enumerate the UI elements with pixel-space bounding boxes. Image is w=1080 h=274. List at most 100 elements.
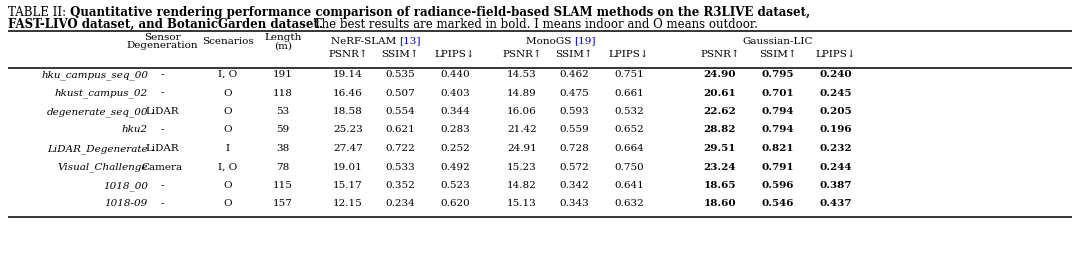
Text: 0.791: 0.791: [761, 162, 794, 172]
Text: 23.24: 23.24: [704, 162, 737, 172]
Text: I: I: [226, 144, 230, 153]
Text: LiDAR_Degenerate: LiDAR_Degenerate: [48, 144, 148, 154]
Text: LPIPS↓: LPIPS↓: [815, 50, 856, 59]
Text: LiDAR: LiDAR: [145, 144, 179, 153]
Text: 24.90: 24.90: [704, 70, 737, 79]
Text: O: O: [224, 125, 232, 135]
Text: O: O: [224, 89, 232, 98]
Text: 27.47: 27.47: [333, 144, 363, 153]
Text: Degeneration: Degeneration: [126, 41, 198, 50]
Text: LPIPS↓: LPIPS↓: [609, 50, 649, 59]
Text: 0.652: 0.652: [615, 125, 644, 135]
Text: hku2: hku2: [122, 125, 148, 135]
Text: 14.53: 14.53: [508, 70, 537, 79]
Text: 0.701: 0.701: [761, 89, 795, 98]
Text: 38: 38: [276, 144, 289, 153]
Text: 16.46: 16.46: [333, 89, 363, 98]
Text: 59: 59: [276, 125, 289, 135]
Text: I, O: I, O: [218, 162, 238, 172]
Text: 0.821: 0.821: [761, 144, 794, 153]
Text: 0.722: 0.722: [386, 144, 415, 153]
Text: 14.89: 14.89: [508, 89, 537, 98]
Text: Scenarios: Scenarios: [202, 36, 254, 45]
Text: 0.492: 0.492: [441, 162, 470, 172]
Text: 78: 78: [276, 162, 289, 172]
Text: 25.23: 25.23: [333, 125, 363, 135]
Text: The best results are marked in bold. I means indoor and O means outdoor.: The best results are marked in bold. I m…: [310, 18, 758, 31]
Text: O: O: [224, 199, 232, 209]
Text: SSIM↑: SSIM↑: [555, 50, 593, 59]
Text: 0.794: 0.794: [761, 125, 794, 135]
Text: 0.343: 0.343: [559, 199, 589, 209]
Text: 19.01: 19.01: [333, 162, 363, 172]
Text: 157: 157: [273, 199, 293, 209]
Text: 0.344: 0.344: [441, 107, 470, 116]
Text: 0.523: 0.523: [441, 181, 470, 190]
Text: 0.596: 0.596: [761, 181, 794, 190]
Text: -: -: [160, 181, 164, 190]
Text: 0.440: 0.440: [441, 70, 470, 79]
Text: MonoGS: MonoGS: [526, 36, 575, 45]
Text: 0.794: 0.794: [761, 107, 794, 116]
Text: 0.795: 0.795: [761, 70, 794, 79]
Text: FAST-LIVO dataset, and BotanicGarden dataset.: FAST-LIVO dataset, and BotanicGarden dat…: [8, 18, 323, 31]
Text: 0.283: 0.283: [441, 125, 470, 135]
Text: 19.14: 19.14: [333, 70, 363, 79]
Text: 20.61: 20.61: [704, 89, 737, 98]
Text: 0.621: 0.621: [386, 125, 415, 135]
Text: 0.546: 0.546: [761, 199, 794, 209]
Text: 0.532: 0.532: [615, 107, 644, 116]
Text: 1018-09: 1018-09: [105, 199, 148, 209]
Text: 0.641: 0.641: [615, 181, 644, 190]
Text: SSIM↑: SSIM↑: [759, 50, 797, 59]
Text: TABLE II:: TABLE II:: [8, 6, 66, 19]
Text: 0.593: 0.593: [559, 107, 589, 116]
Text: 0.387: 0.387: [820, 181, 852, 190]
Text: -: -: [160, 125, 164, 135]
Text: 0.245: 0.245: [820, 89, 852, 98]
Text: 29.51: 29.51: [704, 144, 737, 153]
Text: 0.664: 0.664: [615, 144, 644, 153]
Text: 0.462: 0.462: [559, 70, 589, 79]
Text: 22.62: 22.62: [704, 107, 737, 116]
Text: 0.751: 0.751: [615, 70, 644, 79]
Text: 0.475: 0.475: [559, 89, 589, 98]
Text: 0.728: 0.728: [559, 144, 589, 153]
Text: 0.661: 0.661: [615, 89, 644, 98]
Text: 14.82: 14.82: [508, 181, 537, 190]
Text: 18.58: 18.58: [333, 107, 363, 116]
Text: PSNR↑: PSNR↑: [328, 50, 368, 59]
Text: 115: 115: [273, 181, 293, 190]
Text: O: O: [224, 181, 232, 190]
Text: -: -: [160, 89, 164, 98]
Text: Quantitative rendering performance comparison of radiance-field-based SLAM metho: Quantitative rendering performance compa…: [66, 6, 810, 19]
Text: 0.559: 0.559: [559, 125, 589, 135]
Text: [19]: [19]: [575, 36, 596, 45]
Text: 28.82: 28.82: [704, 125, 737, 135]
Text: 0.234: 0.234: [386, 199, 415, 209]
Text: hku_campus_seq_00: hku_campus_seq_00: [41, 70, 148, 80]
Text: Visual_Challenge: Visual_Challenge: [57, 162, 148, 172]
Text: Sensor: Sensor: [144, 33, 180, 41]
Text: 0.632: 0.632: [615, 199, 644, 209]
Text: 0.572: 0.572: [559, 162, 589, 172]
Text: hkust_campus_02: hkust_campus_02: [55, 89, 148, 98]
Text: 0.240: 0.240: [820, 70, 852, 79]
Text: 12.15: 12.15: [333, 199, 363, 209]
Text: 0.554: 0.554: [386, 107, 415, 116]
Text: LPIPS↓: LPIPS↓: [434, 50, 475, 59]
Text: -: -: [160, 70, 164, 79]
Text: (m): (m): [274, 41, 292, 50]
Text: 21.42: 21.42: [508, 125, 537, 135]
Text: 0.252: 0.252: [441, 144, 470, 153]
Text: 24.91: 24.91: [508, 144, 537, 153]
Text: 0.244: 0.244: [820, 162, 852, 172]
Text: NeRF-SLAM: NeRF-SLAM: [330, 36, 400, 45]
Text: 0.750: 0.750: [615, 162, 644, 172]
Text: 0.620: 0.620: [441, 199, 470, 209]
Text: 0.232: 0.232: [820, 144, 852, 153]
Text: 0.403: 0.403: [441, 89, 470, 98]
Text: 15.17: 15.17: [333, 181, 363, 190]
Text: 0.196: 0.196: [820, 125, 852, 135]
Text: I, O: I, O: [218, 70, 238, 79]
